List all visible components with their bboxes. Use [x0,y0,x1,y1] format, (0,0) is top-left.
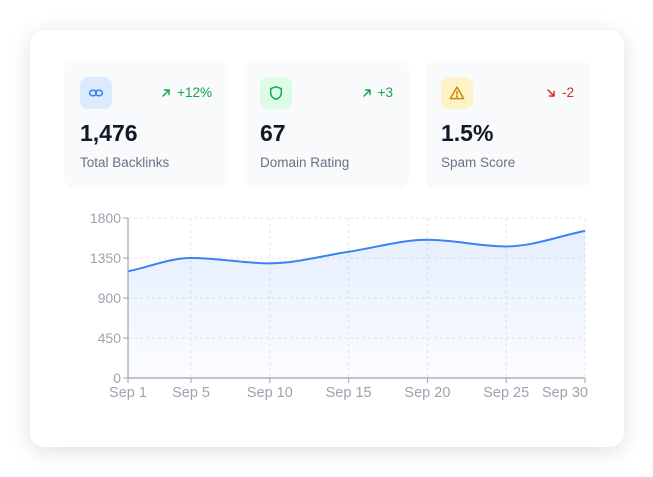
y-tick-label: 1350 [90,250,121,266]
y-tick-label: 900 [98,290,122,306]
link-icon [80,77,112,109]
stat-change: +3 [362,85,393,101]
backlinks-overview-card: +12% 1,476 Total Backlinks +3 67 Domain … [30,30,624,447]
shield-icon [260,77,292,109]
stat-label: Total Backlinks [80,155,170,170]
arrow-up-right-icon [162,89,170,97]
x-tick-label: Sep 5 [172,385,210,401]
stat-label: Domain Rating [260,155,350,170]
stat-card-domain-rating: +3 67 Domain Rating [244,61,409,188]
y-tick-label: 0 [113,370,121,386]
stat-change-value: +3 [377,85,393,100]
stat-change: +12% [161,85,212,101]
x-tick-label: Sep 15 [326,385,372,401]
y-tick-label: 450 [98,330,122,346]
y-tick-label: 1800 [90,210,121,226]
stat-change-value: +12% [177,85,212,100]
stat-value: 1,476 [80,120,138,146]
stat-value: 1.5% [441,120,494,146]
x-tick-label: Sep 20 [404,385,450,401]
stat-label: Spam Score [441,155,516,170]
stat-value: 67 [260,120,286,146]
arrow-down-right-icon [547,89,555,97]
chart-area-fill [128,230,585,378]
x-tick-label: Sep 1 [109,385,147,401]
stat-card-spam-score: -2 1.5% Spam Score [425,61,590,188]
warning-icon [441,77,473,109]
backlinks-area-chart: 0 450 900 1350 1800 Sep 1 Sep 5 Sep 10 Sep 15 Sep… [90,210,588,401]
arrow-up-right-icon [362,89,371,97]
stat-change: -2 [546,85,574,101]
chart-series-line [127,229,586,273]
x-tick-label: Sep 25 [483,385,529,401]
stat-card-total-backlinks: +12% 1,476 Total Backlinks [64,61,228,188]
chart-axes: 0 450 900 1350 1800 Sep 1 Sep 5 Sep 10 Sep 15 Sep… [90,210,588,401]
x-tick-label: Sep 10 [247,385,293,401]
stat-change-value: -2 [561,85,574,100]
x-tick-label: Sep 30 [542,385,588,401]
